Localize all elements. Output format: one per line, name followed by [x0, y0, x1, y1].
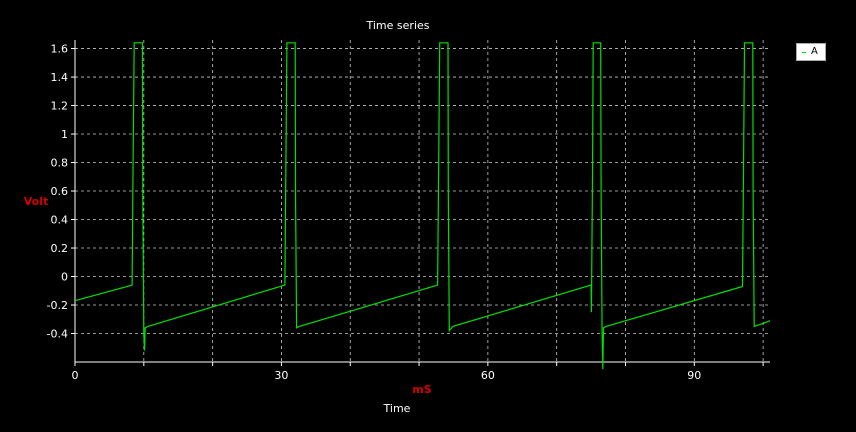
y-axis-label: Volt — [24, 195, 49, 208]
y-tick-label: -0.2 — [47, 299, 68, 312]
y-tick-label: 0 — [61, 271, 68, 284]
y-tick-label: -0.4 — [47, 328, 68, 341]
series-line-a — [74, 42, 771, 370]
y-tick-label: 0.8 — [51, 157, 69, 170]
y-tick-label: 0.6 — [51, 185, 69, 198]
series-group — [74, 42, 771, 370]
legend-label: A — [811, 46, 818, 57]
y-tick-label: 1.4 — [51, 71, 69, 84]
x-axis-ticks: 0 30 60 90 — [72, 369, 702, 382]
y-tick-label: 0.2 — [51, 242, 69, 255]
y-axis-ticks: -0.4 -0.2 0 0.2 0.4 0.6 0.8 1 1.2 1.4 1.6 — [47, 43, 68, 341]
chart-title: Time series — [366, 19, 430, 32]
x-tick-label: 30 — [274, 369, 288, 382]
x-tick-label: 90 — [687, 369, 701, 382]
y-tick-label: 1.6 — [51, 43, 69, 56]
legend-swatch — [802, 52, 806, 53]
legend: A — [796, 43, 826, 61]
y-tick-label: 1 — [61, 128, 68, 141]
axes — [71, 40, 770, 366]
y-tick-label: 1.2 — [51, 100, 69, 113]
x-tick-label: 0 — [72, 369, 79, 382]
x-axis-caption: Time — [383, 402, 411, 415]
x-tick-label: 60 — [481, 369, 495, 382]
x-axis-label: mS — [412, 383, 431, 396]
y-tick-label: 0.4 — [51, 214, 69, 227]
grid — [75, 40, 770, 362]
